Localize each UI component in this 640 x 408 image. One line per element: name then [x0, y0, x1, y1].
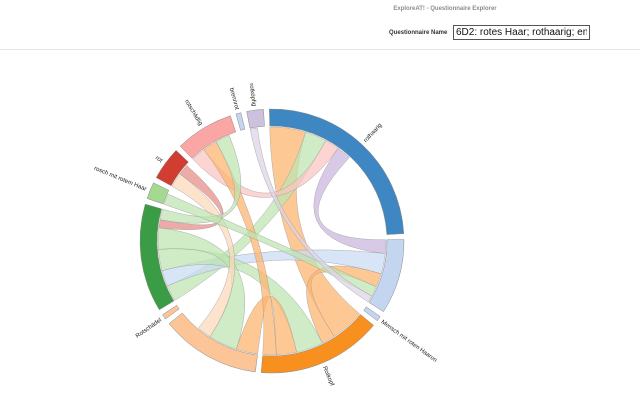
group-arc-8[interactable]: [155, 150, 189, 187]
ribbon-13[interactable]: [163, 193, 377, 297]
group-label-8: rot: [154, 155, 163, 164]
ribbons: [157, 126, 387, 356]
group-label-3: Rotkopf: [321, 366, 335, 388]
group-arc-6[interactable]: [139, 203, 175, 311]
group-arc-3[interactable]: [260, 314, 374, 374]
group-label-0: rothaarig: [363, 123, 384, 144]
group-label-7: rosch mit rotem Haar: [93, 166, 147, 193]
group-label-10: brennrot: [228, 87, 240, 110]
group-arc-1[interactable]: [368, 239, 405, 312]
group-label-9: rotschädlig: [183, 99, 203, 127]
ribbon-14[interactable]: [249, 127, 373, 303]
header: ExploreAT! - Questionnaire Explorer Ques…: [0, 0, 640, 50]
questionnaire-name-label: Questionnaire Name: [389, 30, 448, 36]
group-arc-10[interactable]: [235, 112, 246, 131]
group-arc-4[interactable]: [168, 312, 258, 373]
group-arc-0[interactable]: [269, 108, 405, 235]
ribbon-3[interactable]: [313, 147, 387, 254]
group-arc-7[interactable]: [146, 182, 170, 205]
ribbon-12[interactable]: [159, 135, 242, 224]
group-arc-11[interactable]: [246, 109, 265, 129]
group-arc-2[interactable]: [363, 306, 381, 322]
group-arc-5[interactable]: [162, 304, 180, 320]
group-label-2: Mensch mit roten Haaren: [380, 319, 438, 363]
group-arc-9[interactable]: [179, 115, 237, 159]
group-label-5: Rotschädel: [135, 318, 163, 340]
questionnaire-name-input[interactable]: [453, 25, 590, 40]
app-title: ExploreAT! - Questionnaire Explorer: [393, 6, 497, 12]
ribbon-8[interactable]: [203, 141, 277, 356]
group-arcs: [139, 108, 405, 374]
group-label-11: rotköpfig: [248, 83, 257, 107]
ribbon-10[interactable]: [171, 173, 236, 337]
